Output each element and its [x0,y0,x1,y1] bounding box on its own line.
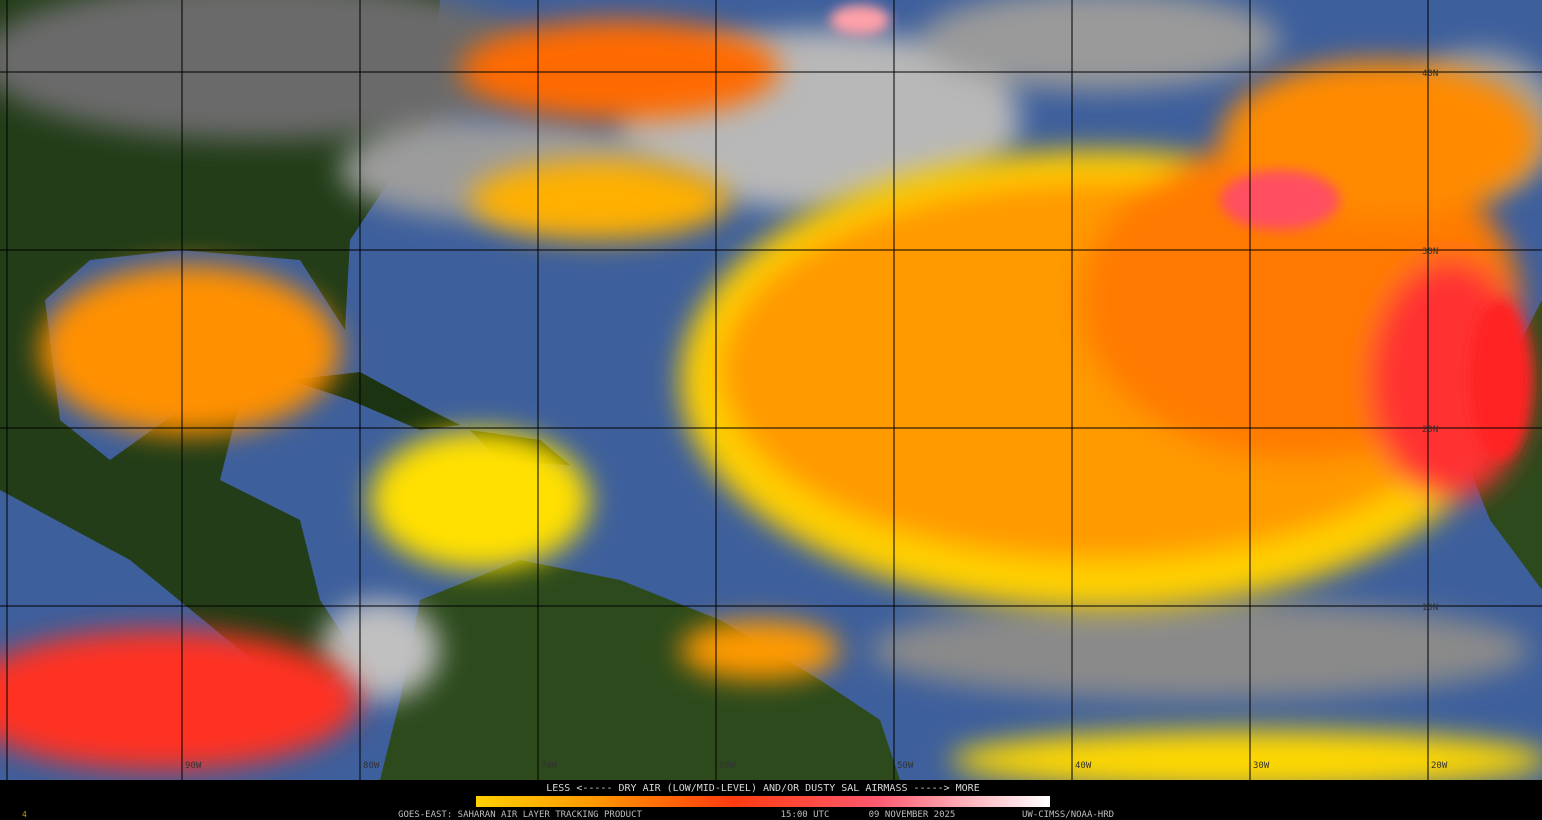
dust-field [950,730,1542,790]
credit: UW-CIMSS/NOAA-HRD [1022,810,1114,820]
land [0,0,440,700]
dust-core [0,630,360,770]
dust-field [680,620,840,680]
lon-label: 40W [1075,761,1092,771]
dust-core [830,5,890,35]
lon-label: 70W [541,761,558,771]
lon-label: 60W [719,761,736,771]
lon-label: 20W [1431,761,1448,771]
dust-core [1470,300,1530,460]
lat-label: 40N [1422,69,1438,79]
legend-caption: LESS <----- DRY AIR (LOW/MID-LEVEL) AND/… [546,783,979,794]
lat-label: 30N [1422,247,1438,257]
cloud [0,0,540,140]
lat-label: 20N [1422,425,1438,435]
cloud [870,600,1530,700]
imagery [0,0,1542,790]
product-name: GOES-EAST: SAHARAN AIR LAYER TRACKING PR… [398,810,642,820]
dust-field [470,160,730,240]
dust [0,20,1542,790]
lon-label: 30W [1253,761,1270,771]
lon-label: 50W [897,761,914,771]
graticule: 90W 80W 70W 60W 50W 40W 30W 20W 40N 30N 20N 10N [0,0,1542,780]
date: 09 NOVEMBER 2025 [869,810,956,820]
dust-field [40,265,340,435]
dust-core [1220,170,1340,230]
land [380,560,900,780]
lon-label: 90W [185,761,202,771]
dust-field [370,430,590,570]
cloud [920,0,1280,90]
color-bar [476,796,1050,807]
time: 15:00 UTC [781,810,830,820]
island [290,372,460,430]
cloud [320,600,440,700]
lon-label: 80W [363,761,380,771]
corner-mark: 4 [22,810,27,819]
dust-field [460,20,780,120]
lat-label: 10N [1422,603,1438,613]
